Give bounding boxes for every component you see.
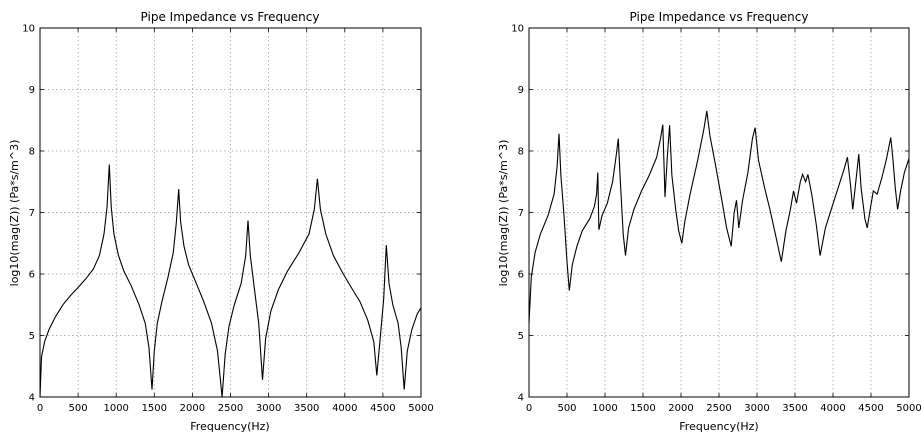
x-tick-label: 1500 [142, 403, 167, 414]
x-tick-label: 2000 [668, 403, 693, 414]
y-tick-label: 5 [29, 331, 35, 342]
y-tick-label: 8 [518, 147, 524, 158]
x-tick-label: 5000 [408, 403, 433, 414]
grid [529, 28, 909, 397]
x-tick-label: 1000 [103, 403, 128, 414]
x-tick-label: 4000 [332, 403, 357, 414]
x-tick-label: 500 [557, 403, 576, 414]
x-tick-label: 2500 [218, 403, 243, 414]
y-tick-label: 7 [29, 208, 35, 219]
x-tick-label: 3000 [256, 403, 281, 414]
y-tick-label: 4 [29, 393, 35, 404]
x-tick-label: 5000 [896, 403, 921, 414]
x-axis-label: Frequency(Hz) [679, 420, 758, 433]
x-tick-label: 3500 [782, 403, 807, 414]
ticks: 0 500 1000 1500 2000 2500 3000 3500 4000 4500 5000… [511, 24, 921, 415]
x-tick-label: 0 [526, 403, 532, 414]
x-tick-label: 4000 [820, 403, 845, 414]
series-line [528, 110, 910, 324]
x-tick-label: 3500 [294, 403, 319, 414]
y-axis-label: log10(mag(Z)) (Pa*s/m^3) [8, 140, 21, 287]
y-tick-label: 6 [518, 270, 524, 281]
series-line [39, 164, 422, 398]
chart-title: Pipe Impedance vs Frequency [630, 10, 809, 24]
chart-right: Pipe Impedance vs Frequency 0 500 1000 1500… [497, 10, 921, 433]
x-tick-label: 1000 [592, 403, 617, 414]
y-tick-label: 9 [29, 85, 35, 96]
y-tick-label: 5 [518, 331, 524, 342]
x-tick-label: 1500 [630, 403, 655, 414]
grid [40, 28, 421, 397]
y-tick-label: 6 [29, 270, 35, 281]
y-tick-label: 8 [29, 147, 35, 158]
x-tick-label: 4500 [370, 403, 395, 414]
x-axis-label: Frequency(Hz) [190, 420, 269, 433]
y-axis-label: log10(mag(Z)) (Pa*s/m^3) [497, 140, 510, 287]
x-tick-label: 2500 [706, 403, 731, 414]
x-tick-label: 3000 [744, 403, 769, 414]
x-tick-label: 0 [37, 403, 43, 414]
y-tick-label: 9 [518, 85, 524, 96]
x-tick-label: 500 [69, 403, 88, 414]
x-tick-label: 2000 [180, 403, 205, 414]
y-tick-label: 10 [22, 24, 35, 35]
y-tick-label: 7 [518, 208, 524, 219]
x-tick-label: 4500 [858, 403, 883, 414]
ticks: 0 500 1000 1500 2000 2500 3000 3500 4000 4500 5000… [22, 24, 433, 415]
chart-title: Pipe Impedance vs Frequency [141, 10, 320, 24]
y-tick-label: 10 [511, 24, 524, 35]
y-tick-label: 4 [518, 393, 524, 404]
chart-left: Pipe Impedance vs Frequency 0 500 1000 1500… [8, 10, 434, 433]
